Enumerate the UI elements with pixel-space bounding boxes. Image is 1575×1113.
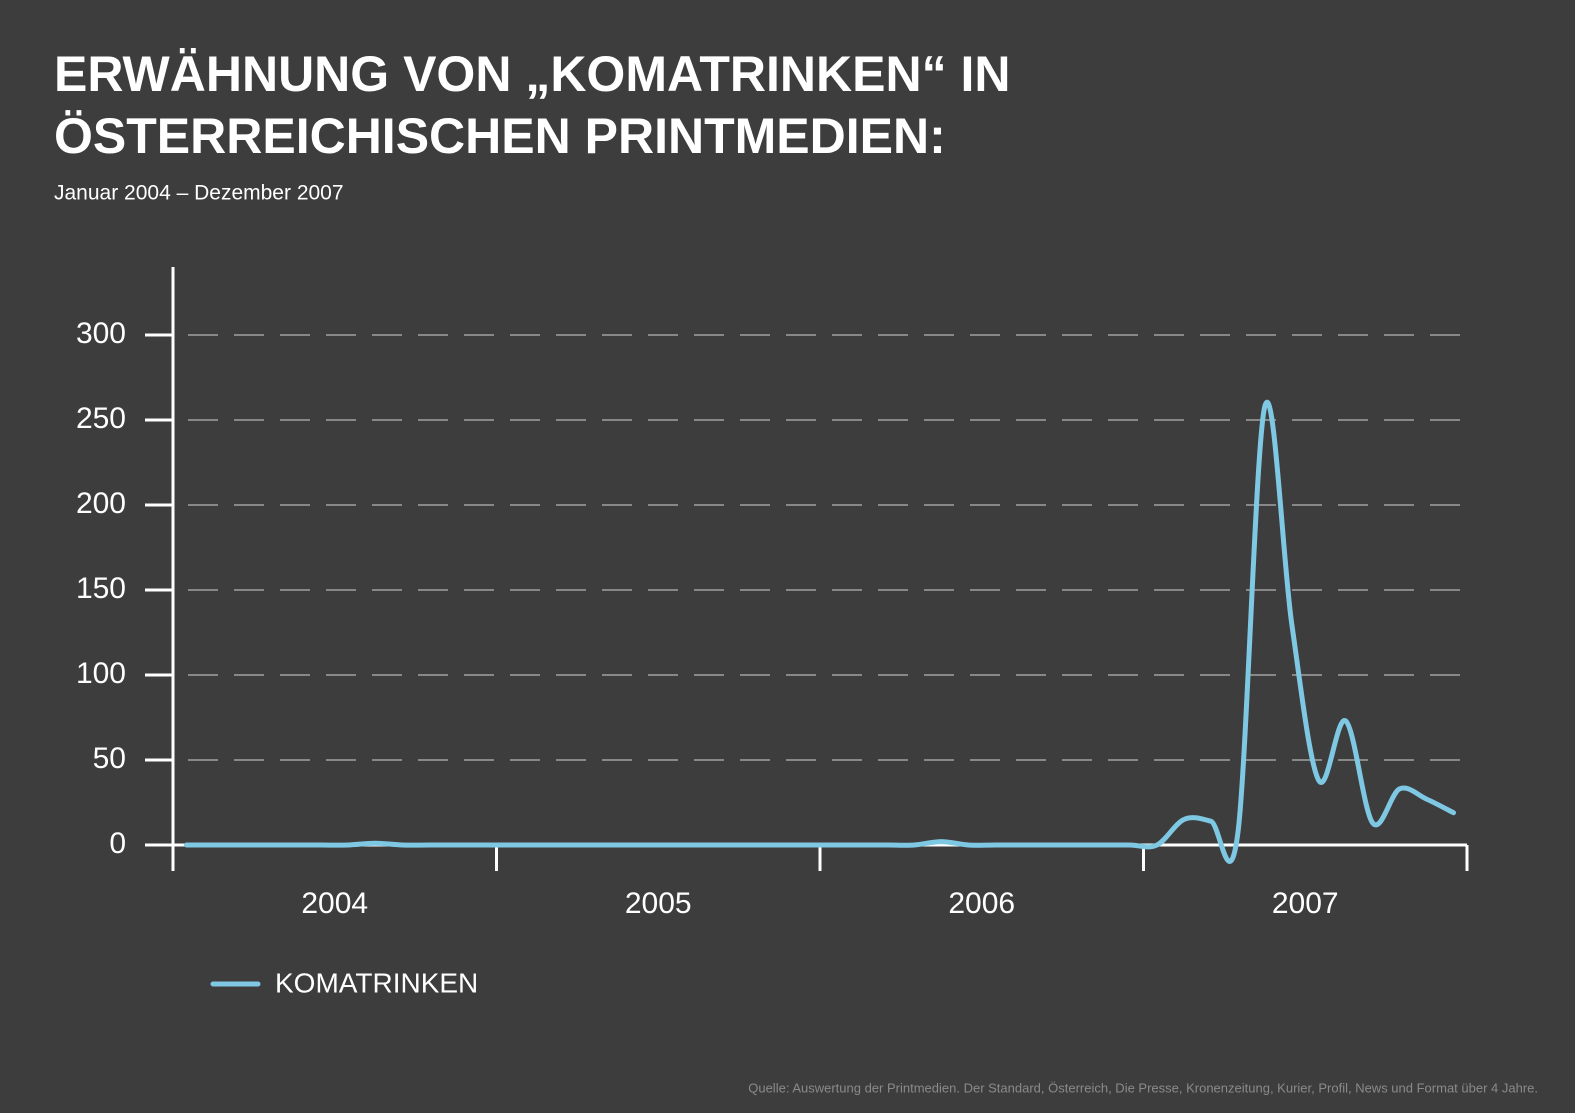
source-note: Quelle: Auswertung der Printmedien. Der … bbox=[748, 1080, 1538, 1095]
y-tick-label: 0 bbox=[109, 827, 126, 860]
y-tick-label: 200 bbox=[76, 487, 126, 520]
y-tick-label: 300 bbox=[76, 317, 126, 350]
chart-subtitle: Januar 2004 – Dezember 2007 bbox=[54, 182, 344, 205]
y-tick-label: 150 bbox=[76, 572, 126, 605]
x-tick-label: 2004 bbox=[301, 887, 368, 920]
y-tick-label: 100 bbox=[76, 657, 126, 690]
data-line bbox=[183, 400, 1457, 864]
x-tick-label: 2005 bbox=[625, 887, 692, 920]
legend-label: KOMATRINKEN bbox=[275, 967, 478, 998]
x-tick-label: 2006 bbox=[948, 887, 1015, 920]
y-tick-label: 250 bbox=[76, 402, 126, 435]
x-tick-label: 2007 bbox=[1272, 887, 1339, 920]
y-tick-label: 50 bbox=[93, 742, 126, 775]
chart-title: ÖSTERREICHISCHEN PRINTMEDIEN: bbox=[54, 108, 946, 164]
chart-title: ERWÄHNUNG VON „KOMATRINKEN“ IN bbox=[54, 46, 1010, 102]
